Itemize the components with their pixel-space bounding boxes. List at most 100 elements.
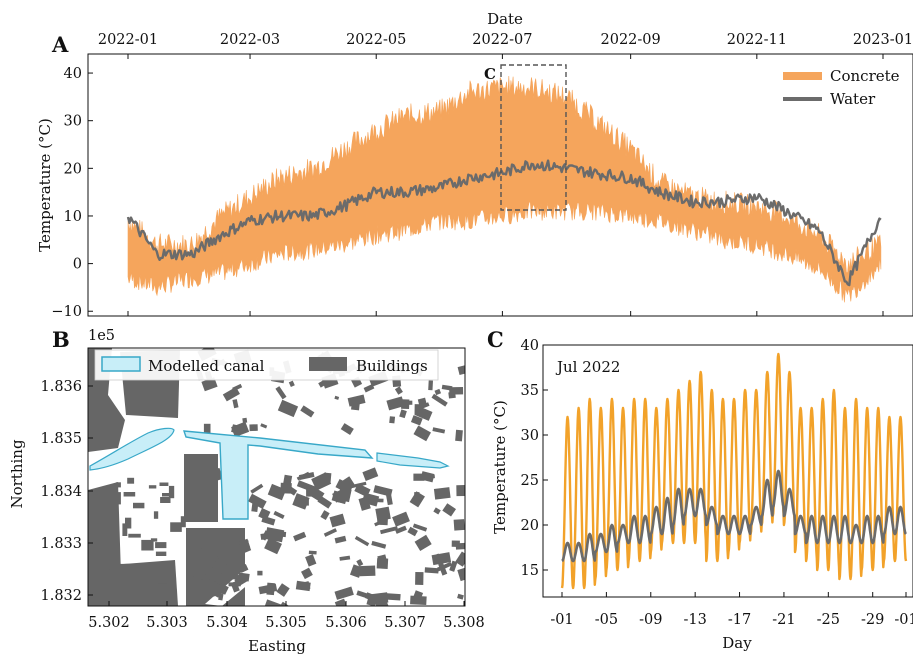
panel-c-x-tick-label: -29 bbox=[861, 612, 884, 628]
building bbox=[91, 583, 103, 589]
building bbox=[106, 578, 115, 584]
building bbox=[141, 539, 154, 551]
panel-a-y-ticks: 40 30 20 10 0 −10 bbox=[51, 66, 93, 320]
building bbox=[301, 567, 313, 580]
panel-a-date-tick-label: 2022-03 bbox=[220, 32, 280, 48]
panel-c-y-tick-label: 30 bbox=[521, 428, 539, 444]
panel-b-legend-box bbox=[94, 349, 439, 381]
panel-a-y-tick-label: −10 bbox=[51, 304, 82, 320]
building bbox=[275, 386, 287, 400]
building bbox=[448, 391, 456, 399]
building bbox=[150, 538, 158, 542]
panel-b-x-tick-label: 5.308 bbox=[443, 615, 485, 631]
building bbox=[453, 519, 465, 531]
building bbox=[457, 365, 465, 375]
panel-c-x-tick-label: -01 bbox=[894, 612, 913, 628]
legend-canal-swatch bbox=[101, 356, 141, 372]
building bbox=[190, 570, 209, 581]
building bbox=[407, 526, 418, 537]
building bbox=[142, 578, 156, 592]
building bbox=[248, 493, 267, 509]
building bbox=[363, 383, 375, 393]
building bbox=[392, 511, 410, 527]
building bbox=[308, 550, 317, 555]
building bbox=[412, 523, 428, 532]
canal-layer bbox=[89, 427, 450, 520]
building bbox=[410, 415, 423, 426]
building bbox=[148, 485, 157, 489]
building bbox=[356, 590, 371, 600]
building bbox=[157, 579, 167, 584]
building bbox=[237, 572, 250, 582]
building bbox=[329, 513, 346, 528]
building bbox=[128, 533, 141, 538]
panel-c-y-tick-label: 35 bbox=[521, 383, 539, 399]
building bbox=[222, 386, 240, 402]
panel-b-label: B bbox=[52, 327, 70, 352]
building bbox=[281, 482, 298, 496]
building bbox=[296, 471, 310, 481]
legend-canal-label: Modelled canal bbox=[148, 357, 265, 375]
building bbox=[162, 493, 174, 497]
panel-b-x-tick-label: 5.306 bbox=[325, 615, 367, 631]
building bbox=[354, 535, 370, 547]
building bbox=[415, 572, 424, 585]
building bbox=[232, 399, 239, 409]
panel-b-y-tick-label: 1.833 bbox=[40, 536, 82, 552]
building bbox=[167, 599, 176, 603]
building bbox=[276, 583, 290, 597]
building bbox=[201, 377, 218, 392]
building bbox=[457, 593, 464, 600]
building bbox=[97, 593, 109, 603]
building bbox=[295, 580, 311, 592]
panel-c-y-axis-label: Temperature (°C) bbox=[491, 400, 509, 534]
building bbox=[389, 416, 396, 424]
building bbox=[170, 522, 182, 532]
panel-b-x-axis-label: Easting bbox=[248, 637, 306, 655]
building bbox=[231, 421, 250, 438]
panel-a-label: A bbox=[51, 32, 69, 57]
building bbox=[133, 502, 145, 509]
panel-a-date-label: Date bbox=[487, 10, 523, 28]
building bbox=[195, 538, 206, 550]
panel-b-x-ticks: 5.302 5.303 5.304 5.305 5.306 5.307 5.308 bbox=[88, 601, 485, 631]
panel-b: B 1e5 Easting Northing 5.302 5.303 5.304 5.… bbox=[8, 327, 485, 655]
building bbox=[116, 596, 123, 601]
building bbox=[354, 483, 371, 498]
panel-b-x-tick-label: 5.304 bbox=[206, 615, 248, 631]
building bbox=[208, 560, 227, 571]
panel-c-label: C bbox=[487, 327, 504, 352]
building bbox=[456, 485, 465, 497]
building bbox=[134, 573, 144, 580]
building bbox=[320, 510, 330, 520]
panel-c-x-tick-label: -13 bbox=[683, 612, 706, 628]
building bbox=[134, 569, 138, 582]
building bbox=[204, 569, 225, 584]
building bbox=[232, 383, 243, 392]
building bbox=[160, 497, 171, 503]
building bbox=[340, 423, 354, 435]
panel-b-offset-text: 1e5 bbox=[88, 328, 115, 344]
building bbox=[204, 580, 222, 596]
building bbox=[433, 507, 441, 515]
panel-c-x-tick-label: -17 bbox=[728, 612, 751, 628]
building bbox=[107, 511, 118, 524]
building bbox=[427, 474, 435, 479]
building bbox=[449, 560, 458, 572]
building bbox=[288, 380, 295, 388]
building bbox=[264, 599, 283, 606]
building bbox=[305, 554, 317, 567]
panel-b-legend: Modelled canal Buildings bbox=[94, 349, 439, 381]
water-temperature-line bbox=[561, 469, 907, 563]
building bbox=[431, 393, 448, 407]
panel-c: C Day Temperature (°C) Jul 2022 -01 -05 -0… bbox=[487, 327, 913, 652]
panel-a-date-tick-label: 2022-01 bbox=[98, 32, 158, 48]
building bbox=[104, 540, 111, 554]
building bbox=[350, 481, 367, 489]
building bbox=[375, 506, 391, 522]
building bbox=[168, 485, 175, 499]
building bbox=[442, 503, 457, 517]
building bbox=[303, 500, 309, 506]
building bbox=[374, 519, 384, 527]
